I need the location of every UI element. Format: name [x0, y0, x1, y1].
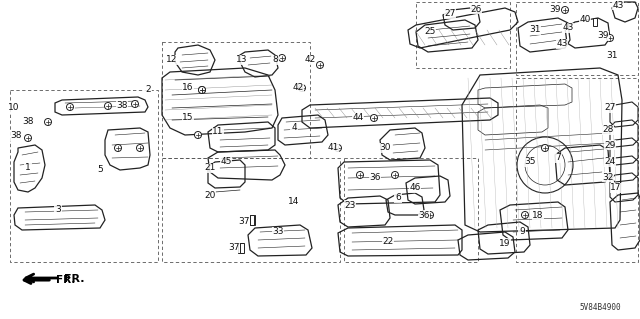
Circle shape: [607, 34, 614, 41]
Circle shape: [426, 211, 433, 219]
Text: 31: 31: [529, 26, 541, 34]
Bar: [162, 42, 310, 158]
Text: 40: 40: [579, 16, 591, 25]
Text: 43: 43: [563, 24, 573, 33]
Text: 15: 15: [182, 114, 194, 122]
Text: 5V84B4900: 5V84B4900: [579, 303, 621, 313]
Bar: [10, 90, 158, 262]
Text: 45: 45: [220, 158, 232, 167]
Text: 24: 24: [604, 158, 616, 167]
Text: 43: 43: [556, 40, 568, 48]
Text: 42: 42: [292, 84, 303, 93]
Bar: [416, 2, 510, 68]
Text: FR.: FR.: [56, 275, 76, 285]
Text: 19: 19: [499, 239, 511, 248]
Text: 32: 32: [602, 173, 614, 182]
Text: 16: 16: [182, 84, 194, 93]
Text: 29: 29: [604, 140, 616, 150]
Text: 18: 18: [532, 211, 544, 219]
Text: 2: 2: [145, 85, 151, 94]
Text: 27: 27: [444, 10, 456, 19]
Text: 22: 22: [382, 238, 394, 247]
Circle shape: [115, 145, 122, 152]
Text: 44: 44: [353, 114, 364, 122]
Bar: [240, 243, 244, 253]
Text: 39: 39: [549, 4, 561, 13]
Text: 23: 23: [344, 201, 356, 210]
Text: 42: 42: [305, 56, 316, 64]
Circle shape: [317, 62, 323, 69]
Text: 14: 14: [288, 197, 300, 206]
Text: 8: 8: [272, 56, 278, 64]
Bar: [162, 158, 340, 262]
Circle shape: [131, 100, 138, 108]
Text: 33: 33: [272, 227, 284, 236]
Bar: [237, 243, 243, 253]
Circle shape: [24, 135, 31, 142]
Text: 1: 1: [25, 164, 31, 173]
Text: 9: 9: [519, 227, 525, 236]
Bar: [250, 215, 255, 225]
Circle shape: [561, 6, 568, 13]
Circle shape: [392, 172, 399, 179]
Text: FR.: FR.: [64, 274, 84, 284]
Text: 36: 36: [419, 211, 429, 219]
Text: 5: 5: [97, 166, 103, 174]
Circle shape: [541, 145, 548, 152]
Bar: [593, 18, 597, 26]
Circle shape: [356, 172, 364, 179]
Text: 43: 43: [612, 1, 624, 10]
Text: 25: 25: [424, 27, 436, 36]
Text: 13: 13: [236, 56, 248, 64]
Circle shape: [335, 145, 342, 152]
Text: 30: 30: [380, 144, 391, 152]
Bar: [516, 2, 638, 75]
Text: 3: 3: [55, 205, 61, 214]
Text: 36: 36: [369, 174, 381, 182]
Text: 27: 27: [604, 103, 616, 113]
Text: 39: 39: [597, 32, 609, 41]
Text: 4: 4: [291, 123, 297, 132]
Circle shape: [45, 118, 51, 125]
Circle shape: [198, 86, 205, 93]
Text: 7: 7: [555, 153, 561, 162]
Text: 17: 17: [611, 183, 621, 192]
Circle shape: [136, 145, 143, 152]
Text: 10: 10: [8, 103, 20, 113]
Bar: [250, 215, 254, 225]
Circle shape: [195, 131, 202, 138]
Text: 38: 38: [116, 101, 128, 110]
Text: 26: 26: [470, 4, 482, 13]
Circle shape: [104, 102, 111, 109]
Text: 28: 28: [602, 125, 614, 135]
Circle shape: [198, 86, 205, 93]
Text: 31: 31: [606, 50, 618, 60]
Circle shape: [298, 85, 305, 92]
Text: 35: 35: [524, 158, 536, 167]
Text: 12: 12: [166, 56, 178, 64]
Text: 20: 20: [204, 191, 216, 201]
Bar: [344, 158, 478, 262]
Circle shape: [371, 115, 378, 122]
Text: 6: 6: [395, 194, 401, 203]
Circle shape: [522, 211, 529, 219]
Text: 37: 37: [228, 243, 240, 253]
Text: 41: 41: [327, 144, 339, 152]
Circle shape: [67, 103, 74, 110]
Bar: [516, 78, 638, 262]
Circle shape: [278, 55, 285, 62]
Text: 38: 38: [22, 117, 34, 127]
Text: 11: 11: [212, 128, 224, 137]
Text: 21: 21: [204, 164, 216, 173]
Text: 46: 46: [410, 183, 420, 192]
Text: 37: 37: [238, 218, 250, 226]
Text: 38: 38: [10, 131, 22, 140]
